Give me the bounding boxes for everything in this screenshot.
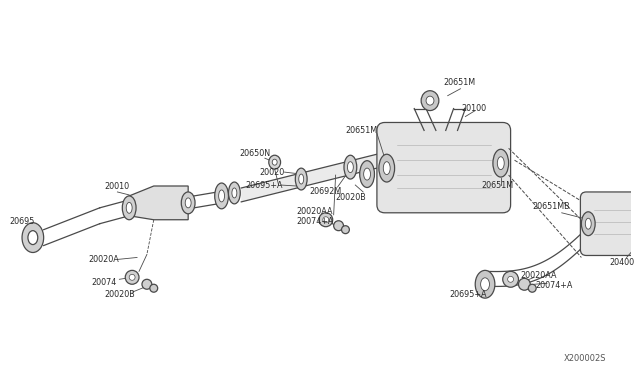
Circle shape xyxy=(518,278,531,290)
Circle shape xyxy=(125,270,139,284)
Ellipse shape xyxy=(421,91,439,110)
Text: 20100: 20100 xyxy=(461,104,486,113)
Ellipse shape xyxy=(481,278,490,291)
Ellipse shape xyxy=(232,188,237,198)
Text: 20400: 20400 xyxy=(609,258,634,267)
Text: 20020AA: 20020AA xyxy=(520,271,557,280)
Ellipse shape xyxy=(426,96,434,105)
Text: 20692M: 20692M xyxy=(309,187,341,196)
Text: 20074+A: 20074+A xyxy=(296,217,333,226)
Circle shape xyxy=(508,276,513,282)
Text: 20074+A: 20074+A xyxy=(535,281,573,290)
Ellipse shape xyxy=(344,155,356,179)
Ellipse shape xyxy=(383,162,390,174)
Circle shape xyxy=(503,271,518,287)
Ellipse shape xyxy=(22,223,44,253)
Ellipse shape xyxy=(181,192,195,214)
Ellipse shape xyxy=(476,270,495,298)
Ellipse shape xyxy=(272,159,277,165)
Ellipse shape xyxy=(28,231,38,244)
Circle shape xyxy=(319,213,333,227)
FancyBboxPatch shape xyxy=(377,122,511,213)
Ellipse shape xyxy=(269,155,280,169)
Text: X200002S: X200002S xyxy=(564,354,606,363)
Ellipse shape xyxy=(497,157,504,170)
Circle shape xyxy=(342,226,349,234)
Text: 20020B: 20020B xyxy=(335,193,366,202)
Circle shape xyxy=(323,217,329,223)
Ellipse shape xyxy=(581,212,595,235)
Text: 20020AA: 20020AA xyxy=(296,207,333,216)
Text: 20651M: 20651M xyxy=(346,126,378,135)
Text: 20695+A: 20695+A xyxy=(245,180,283,189)
Ellipse shape xyxy=(228,182,240,204)
Ellipse shape xyxy=(360,161,374,187)
Polygon shape xyxy=(129,186,188,220)
Ellipse shape xyxy=(299,174,303,184)
Circle shape xyxy=(150,284,157,292)
Ellipse shape xyxy=(348,162,353,173)
Ellipse shape xyxy=(185,198,191,208)
Text: 20020: 20020 xyxy=(259,168,284,177)
Ellipse shape xyxy=(379,154,395,182)
Ellipse shape xyxy=(126,202,132,213)
Text: 20651M: 20651M xyxy=(444,78,476,87)
Text: 20651M: 20651M xyxy=(481,180,513,189)
Ellipse shape xyxy=(295,168,307,190)
Text: 20010: 20010 xyxy=(104,182,130,190)
Circle shape xyxy=(142,279,152,289)
Ellipse shape xyxy=(214,183,228,209)
Ellipse shape xyxy=(219,190,225,202)
Text: 20020A: 20020A xyxy=(88,255,118,264)
Text: 20074: 20074 xyxy=(92,278,117,287)
Text: 20650N: 20650N xyxy=(239,149,271,158)
FancyBboxPatch shape xyxy=(580,192,640,256)
Circle shape xyxy=(528,284,536,292)
Text: 20695: 20695 xyxy=(9,217,35,226)
Ellipse shape xyxy=(493,149,509,177)
Text: 20020B: 20020B xyxy=(104,290,135,299)
Ellipse shape xyxy=(586,218,591,229)
Text: 20651MB: 20651MB xyxy=(532,202,570,211)
Text: 20695+A: 20695+A xyxy=(450,290,487,299)
Ellipse shape xyxy=(364,168,371,180)
Circle shape xyxy=(333,221,344,231)
Polygon shape xyxy=(241,152,385,202)
Circle shape xyxy=(129,274,135,280)
Ellipse shape xyxy=(122,196,136,220)
